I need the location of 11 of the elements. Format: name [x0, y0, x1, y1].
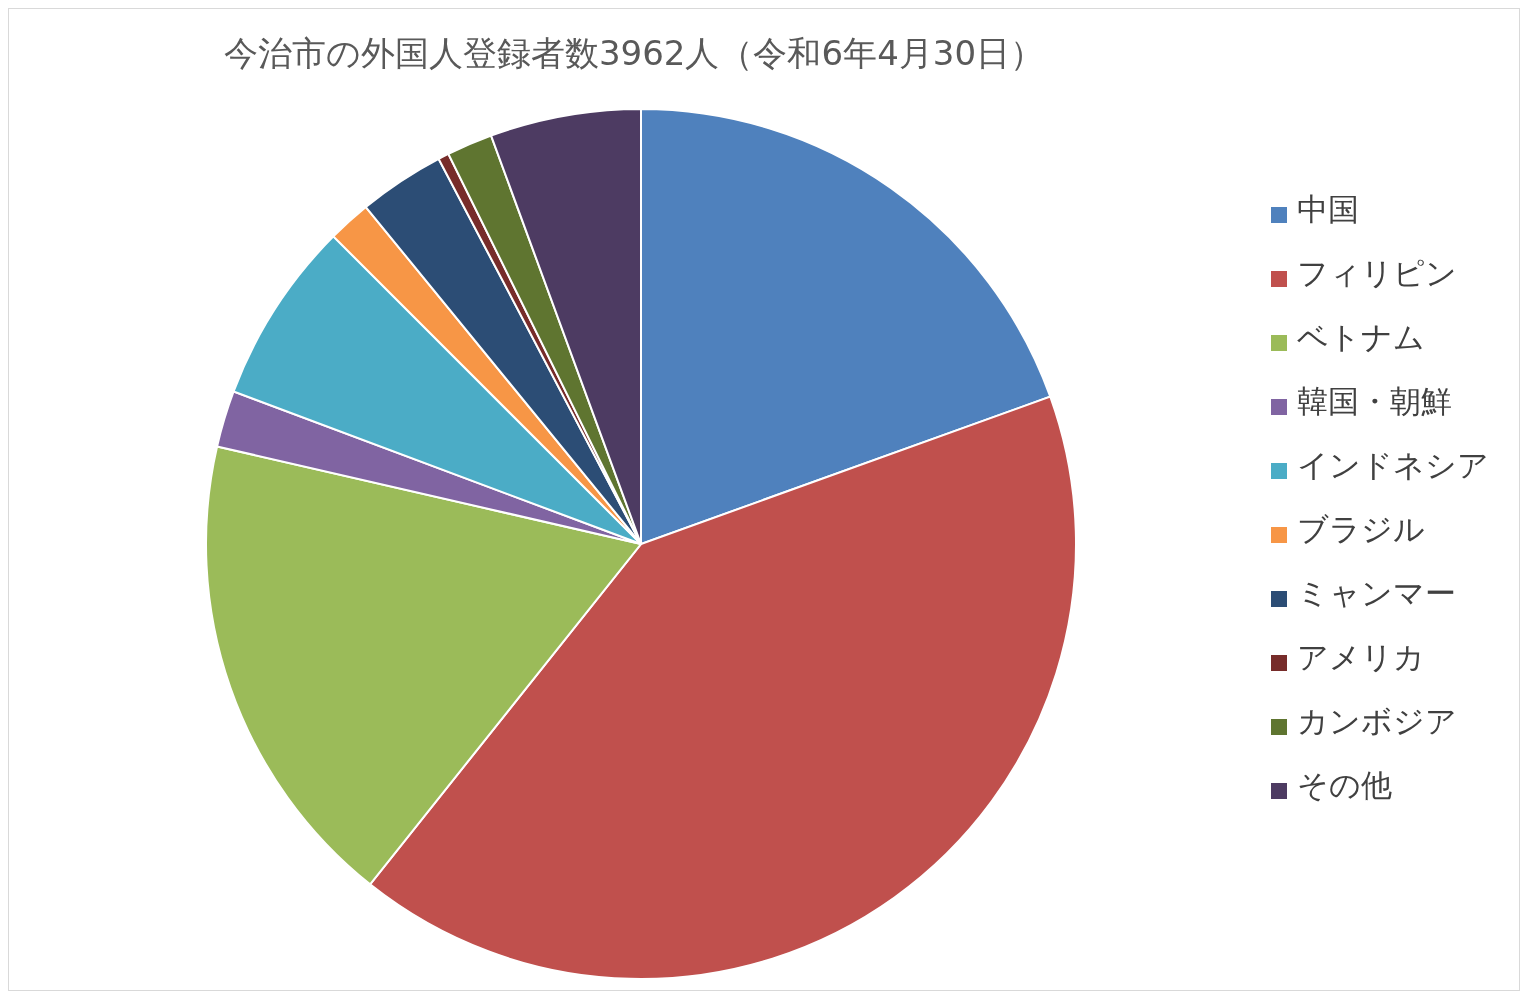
- legend-label: 韓国・朝鮮: [1297, 382, 1452, 419]
- legend-label: ミャンマー: [1297, 574, 1456, 611]
- legend-label: カンボジア: [1297, 702, 1457, 739]
- legend-label: アメリカ: [1297, 638, 1425, 675]
- legend-label: インドネシア: [1297, 446, 1489, 483]
- legend-label: その他: [1297, 766, 1392, 803]
- legend-label: フィリピン: [1297, 254, 1457, 291]
- legend-label: ベトナム: [1297, 318, 1425, 355]
- legend-label: ブラジル: [1297, 510, 1425, 547]
- chart-title: 今治市の外国人登録者数3962人（令和6年4月30日）: [222, 32, 1046, 75]
- legend-label: 中国: [1297, 190, 1359, 227]
